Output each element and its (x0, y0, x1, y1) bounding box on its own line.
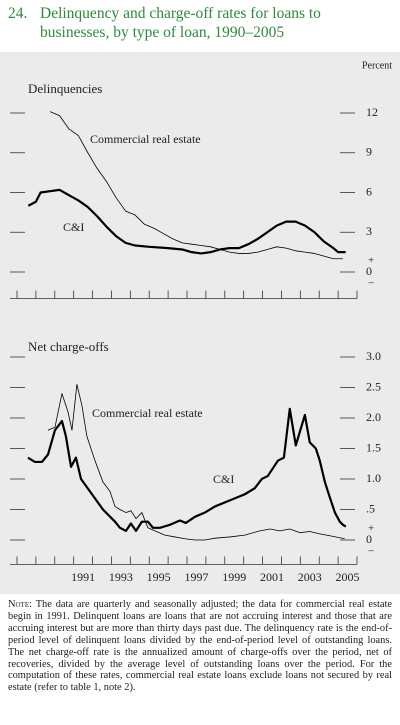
note-label: Note: (8, 599, 32, 610)
y-tick-label: 0 (366, 264, 372, 278)
figure-number: 24. (8, 5, 28, 22)
series-label: C&I (213, 472, 234, 486)
y-tick-label: 9 (366, 145, 372, 159)
y-tick-label: 0 (366, 532, 372, 546)
note: Note: The data are quarterly and seasona… (8, 599, 392, 694)
x-tick-label: 2003 (298, 570, 322, 584)
y-tick-label: 2.0 (366, 410, 381, 424)
y-tick-label: 3.0 (366, 349, 381, 363)
figure-title: 24. Delinquency and charge-off rates for… (8, 4, 393, 42)
series-line (27, 188, 346, 255)
sign-label: + (368, 255, 374, 267)
x-tick-label: 2005 (336, 570, 360, 584)
series-label: Commercial real estate (90, 132, 201, 146)
series-label: C&I (63, 220, 84, 234)
series-label: Commercial real estate (92, 406, 203, 420)
series-line (47, 384, 345, 541)
chart: Percent Delinquencies 0 3 6 9 12 + − Commercial … (0, 52, 400, 594)
series-line (49, 111, 343, 260)
sign-label: − (368, 278, 374, 290)
x-tick-label: 1993 (109, 570, 133, 584)
series-line (27, 407, 347, 532)
y-tick-label: 2.5 (366, 379, 381, 393)
note-text: The data are quarterly and seasonally ad… (8, 599, 392, 694)
panel-title: Net charge-offs (28, 339, 109, 354)
y-tick-label: 6 (366, 184, 372, 198)
x-tick-label: 1991 (71, 570, 95, 584)
x-tick-label: 1997 (184, 570, 208, 584)
sign-label: − (368, 546, 374, 558)
y-tick-label: 1.5 (366, 440, 381, 454)
y-tick-label: .5 (366, 501, 375, 515)
chart-background (0, 52, 400, 594)
y-tick-label: 3 (366, 224, 372, 238)
y-tick-label: 1.0 (366, 471, 381, 485)
x-tick-label: 1995 (147, 570, 171, 584)
figure-title-text: Delinquency and charge-off rates for loa… (40, 5, 321, 41)
y-tick-label: 12 (366, 105, 378, 119)
unit-label: Percent (362, 60, 392, 71)
x-tick-label: 1999 (222, 570, 246, 584)
x-tick-label: 2001 (260, 570, 284, 584)
sign-label: + (368, 523, 374, 535)
panel-title: Delinquencies (28, 81, 102, 96)
